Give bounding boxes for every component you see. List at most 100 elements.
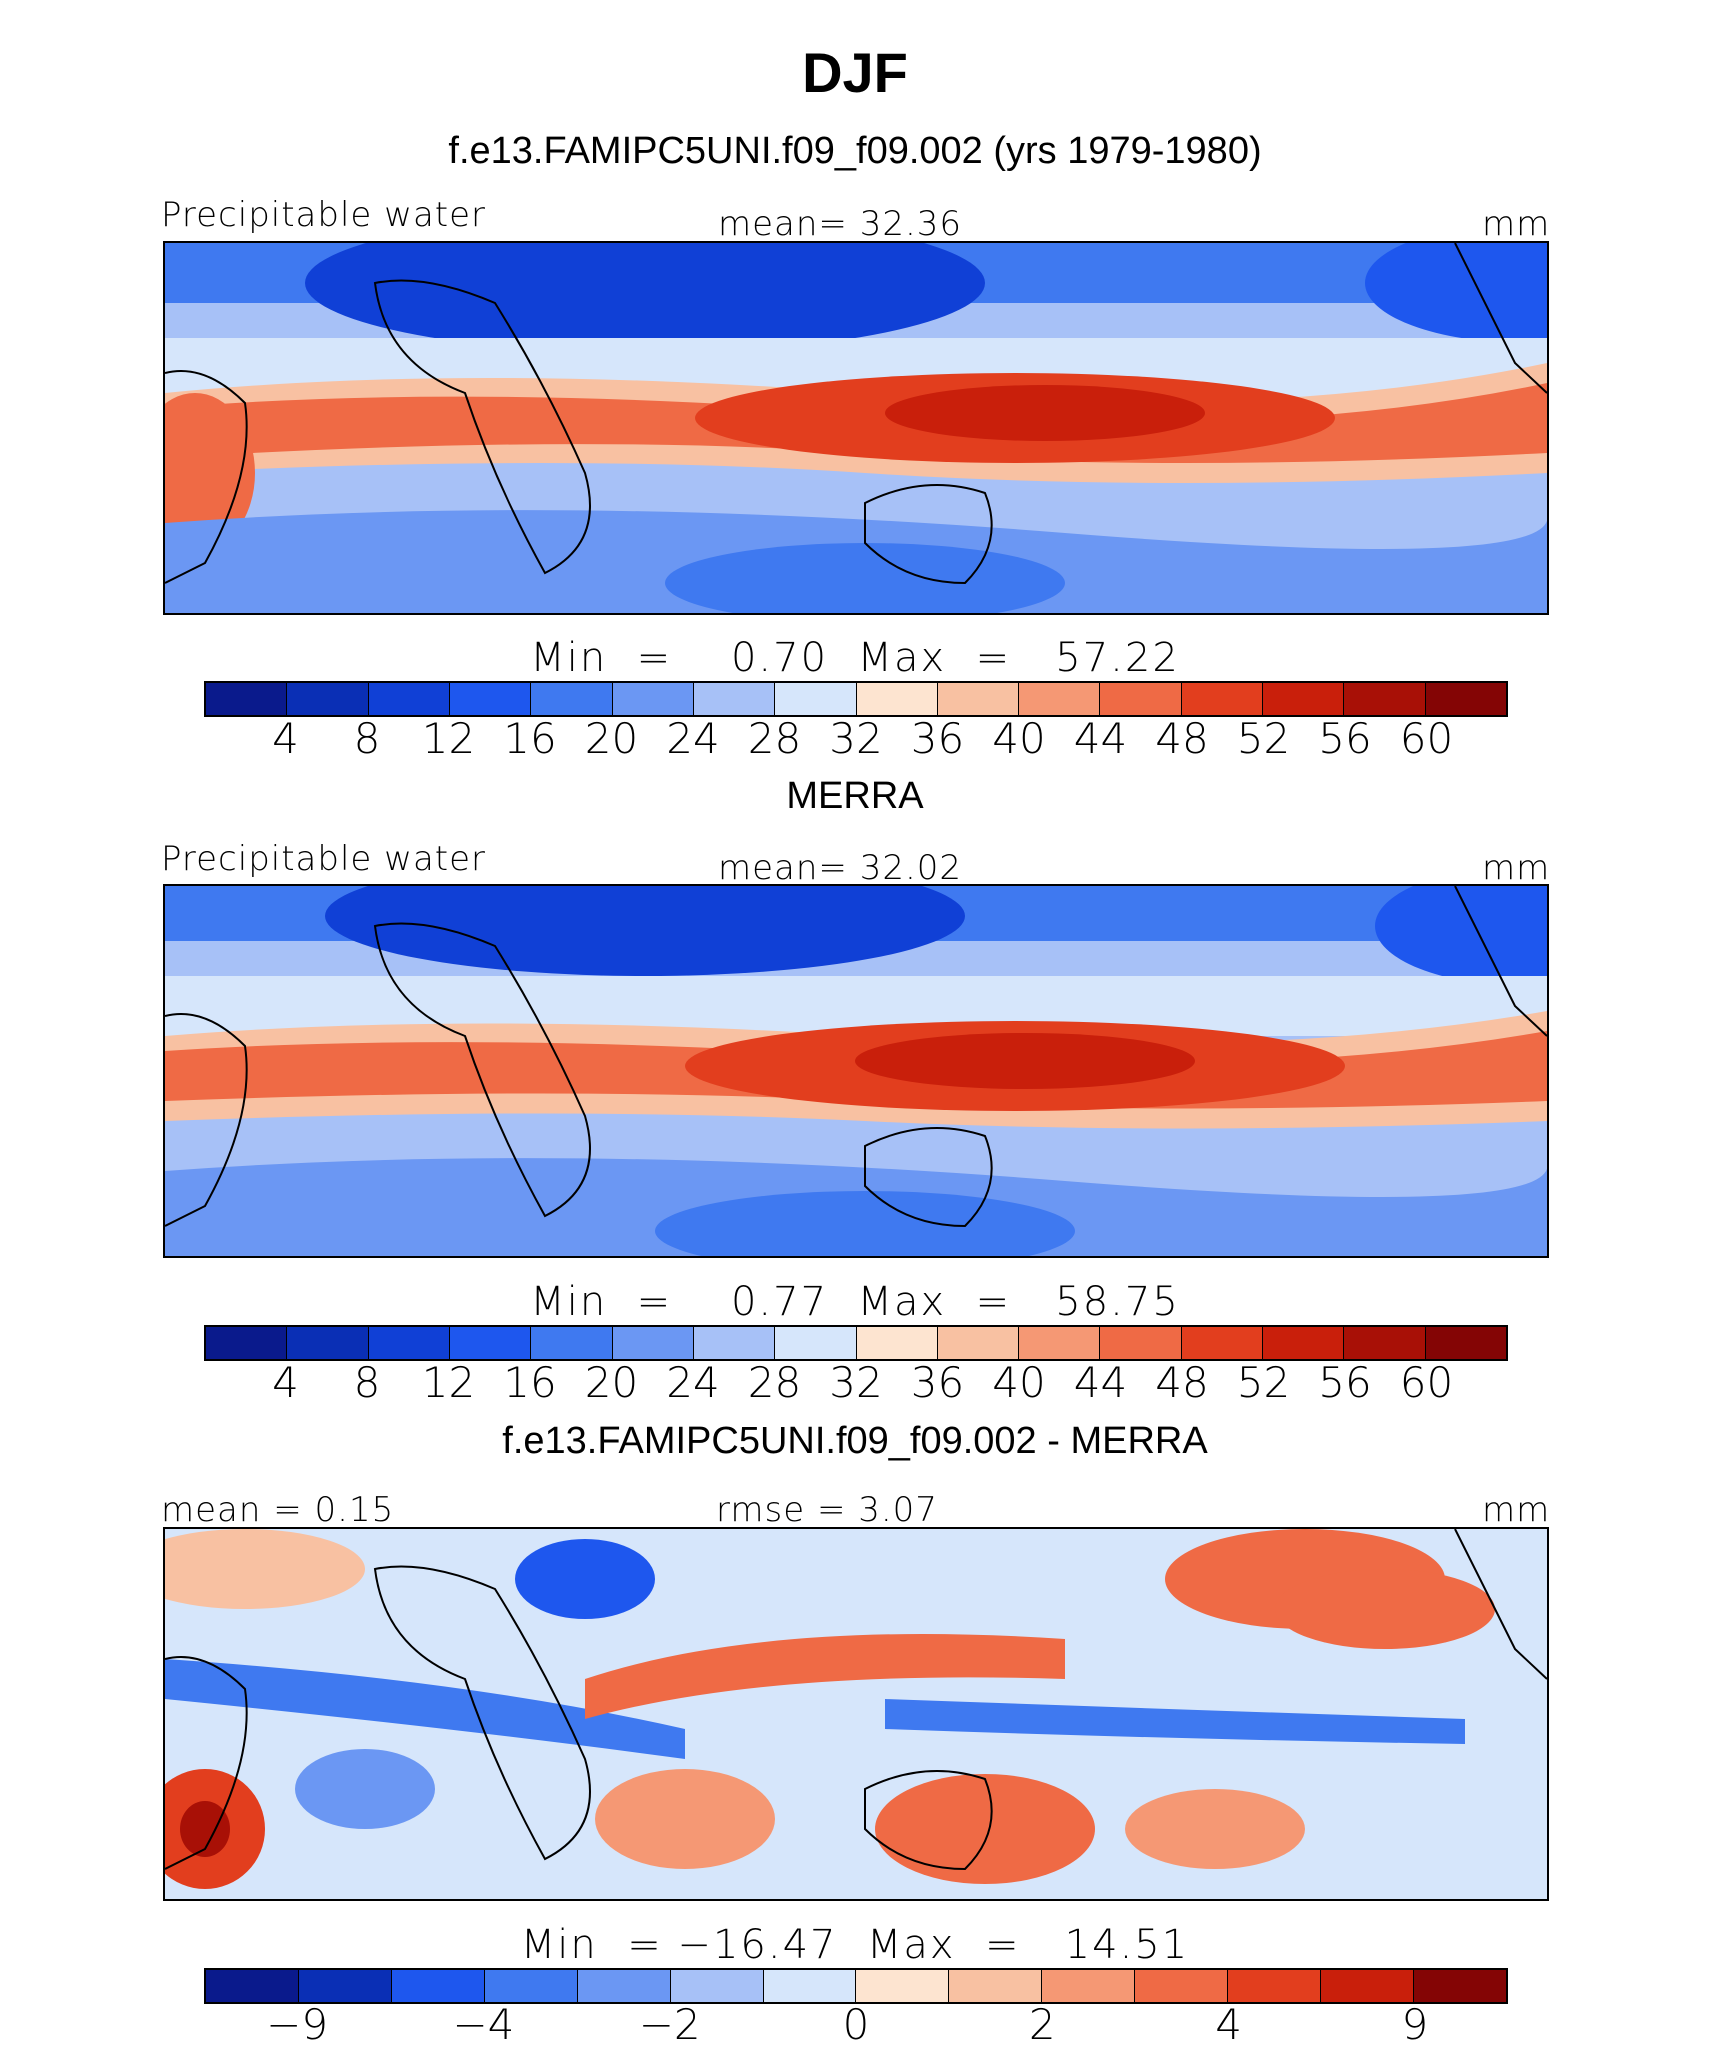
- colorbar-tick-label: 48: [1155, 1358, 1209, 1407]
- colorbar-tick-label: 20: [584, 1358, 639, 1407]
- colorbar-swatch: [206, 1970, 299, 2002]
- colorbar-swatch: [612, 683, 694, 715]
- colorbar-tick-label: 24: [666, 1358, 720, 1407]
- panel-1-title: f.e13.FAMIPC5UNI.f09_f09.002 (yrs 1979-1…: [448, 130, 1262, 172]
- colorbar-swatch: [1413, 1970, 1506, 2002]
- colorbar-swatch: [1181, 683, 1264, 715]
- colorbar-swatch: [1344, 1327, 1426, 1359]
- panel-2-colorbar-ticks: 4 8 12 16 20 24 28 32 36 40 44 48 52 56 60: [204, 1358, 1508, 1408]
- colorbar-swatch: [763, 1970, 857, 2002]
- colorbar-tick-label: 36: [910, 714, 965, 763]
- colorbar-tick-label: 52: [1236, 714, 1291, 763]
- colorbar-swatch: [1100, 1327, 1182, 1359]
- colorbar-tick-label: −2: [638, 2000, 701, 2049]
- colorbar-tick-label: 16: [503, 1358, 557, 1407]
- panel-3-min-max: Min = −16.47 Max = 14.51: [520, 1922, 1190, 1968]
- colorbar-swatch: [670, 1970, 764, 2002]
- panel-1-mean-label: mean= 32.36: [718, 204, 963, 244]
- colorbar-swatch: [1019, 1327, 1101, 1359]
- panel-3-rmse-label: rmse = 3.07: [716, 1490, 938, 1530]
- panel-3-title: f.e13.FAMIPC5UNI.f09_f09.002 - MERRA: [502, 1420, 1208, 1462]
- colorbar-tick-label: 28: [747, 714, 802, 763]
- panel-1-colorbar-ticks: 4 8 12 16 20 24 28 32 36 40 44 48 52 56 60: [204, 714, 1508, 764]
- panel-2-variable-label: Precipitable water: [161, 839, 487, 879]
- colorbar-tick-label: 28: [747, 1358, 802, 1407]
- colorbar-swatch: [298, 1970, 392, 2002]
- colorbar-tick-label: 4: [272, 714, 299, 763]
- panel-3-mean-label: mean = 0.15: [161, 1490, 395, 1530]
- colorbar-tick-label: 48: [1155, 714, 1209, 763]
- panel-2-map-field: [165, 886, 1547, 1256]
- colorbar-swatch: [775, 1327, 857, 1359]
- colorbar-swatch: [1321, 1970, 1414, 2002]
- colorbar-swatch: [693, 683, 776, 715]
- colorbar-swatch: [1100, 683, 1182, 715]
- panel-1-map-field: [165, 243, 1547, 613]
- colorbar-tick-label: 44: [1073, 714, 1128, 763]
- panel-2-mean-label: mean= 32.02: [718, 848, 963, 888]
- colorbar-swatch: [612, 1327, 694, 1359]
- colorbar-swatch: [775, 683, 857, 715]
- colorbar-swatch: [856, 683, 938, 715]
- colorbar-tick-label: 60: [1399, 714, 1454, 763]
- panel-1-map: [163, 241, 1549, 615]
- panel-2-min-max: Min = 0.77 Max = 58.75: [530, 1279, 1180, 1325]
- colorbar-swatch: [577, 1970, 671, 2002]
- panel-3-map: [163, 1527, 1549, 1901]
- colorbar-swatch: [1042, 1970, 1136, 2002]
- colorbar-swatch: [449, 1327, 532, 1359]
- colorbar-tick-label: 16: [503, 714, 557, 763]
- colorbar-swatch: [937, 1327, 1020, 1359]
- colorbar-swatch: [1344, 683, 1426, 715]
- colorbar-tick-label: 44: [1073, 1358, 1128, 1407]
- colorbar-swatch: [531, 683, 613, 715]
- colorbar-tick-label: 36: [910, 1358, 965, 1407]
- colorbar-tick-label: 8: [353, 1358, 381, 1407]
- colorbar-tick-label: 56: [1318, 1358, 1372, 1407]
- colorbar-tick-label: 4: [272, 1358, 299, 1407]
- panel-2-colorbar: [204, 1325, 1508, 1361]
- panel-1-min-max: Min = 0.70 Max = 57.22: [530, 635, 1180, 681]
- colorbar-tick-label: 32: [829, 1358, 883, 1407]
- panel-3-colorbar: [204, 1968, 1508, 2004]
- colorbar-swatch: [856, 1970, 950, 2002]
- colorbar-tick-label: 12: [421, 1358, 476, 1407]
- panel-1-variable-label: Precipitable water: [161, 195, 487, 235]
- panel-1-units-label: mm: [1482, 204, 1551, 244]
- panel-3-colorbar-ticks: −9 −4 −2 0 2 4 9: [204, 2000, 1508, 2050]
- colorbar-swatch: [693, 1327, 776, 1359]
- panel-2-map: [163, 884, 1549, 1258]
- colorbar-swatch: [531, 1327, 613, 1359]
- panel-2-units-label: mm: [1482, 848, 1551, 888]
- colorbar-swatch: [484, 1970, 578, 2002]
- colorbar-swatch: [937, 683, 1020, 715]
- colorbar-swatch: [391, 1970, 485, 2002]
- colorbar-swatch: [1181, 1327, 1264, 1359]
- colorbar-swatch: [368, 683, 450, 715]
- figure-title: DJF: [802, 41, 908, 104]
- colorbar-tick-label: 60: [1399, 1358, 1454, 1407]
- panel-3-units-label: mm: [1482, 1490, 1551, 1530]
- colorbar-tick-label: −4: [452, 2000, 515, 2049]
- colorbar-tick-label: 4: [1215, 2000, 1242, 2049]
- colorbar-swatch: [949, 1970, 1043, 2002]
- colorbar-swatch: [287, 1327, 369, 1359]
- colorbar-swatch: [856, 1327, 938, 1359]
- colorbar-tick-label: 8: [353, 714, 381, 763]
- colorbar-tick-label: 40: [992, 1358, 1046, 1407]
- colorbar-swatch: [206, 1327, 288, 1359]
- colorbar-tick-label: 52: [1236, 1358, 1291, 1407]
- colorbar-swatch: [1135, 1970, 1229, 2002]
- colorbar-swatch: [1263, 1327, 1345, 1359]
- colorbar-tick-label: 9: [1401, 2000, 1429, 2049]
- colorbar-tick-label: 12: [421, 714, 476, 763]
- colorbar-swatch: [1263, 683, 1345, 715]
- colorbar-tick-label: 56: [1318, 714, 1372, 763]
- colorbar-swatch: [206, 683, 288, 715]
- colorbar-tick-label: 24: [666, 714, 720, 763]
- colorbar-swatch: [1425, 1327, 1506, 1359]
- panel-3-map-field: [165, 1529, 1547, 1899]
- colorbar-tick-label: 2: [1028, 2000, 1056, 2049]
- colorbar-tick-label: 32: [829, 714, 883, 763]
- colorbar-swatch: [449, 683, 532, 715]
